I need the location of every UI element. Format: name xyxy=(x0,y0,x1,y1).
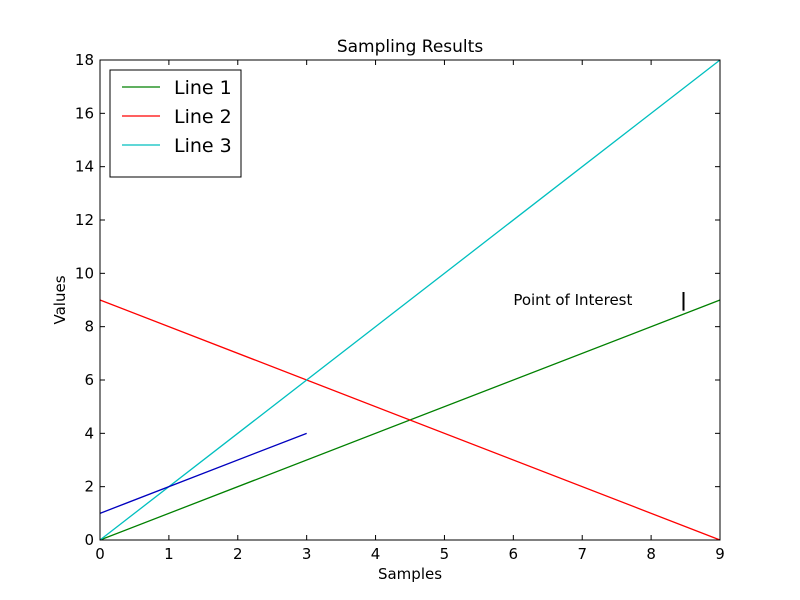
legend: Line 1 Line 2 Line 3 xyxy=(109,69,242,178)
x-tick-label: 7 xyxy=(577,545,587,563)
x-tick-label: 9 xyxy=(715,545,725,563)
x-tick-label: 6 xyxy=(509,545,519,563)
y-tick-label: 18 xyxy=(75,51,94,69)
x-tick-label: 3 xyxy=(302,545,312,563)
y-tick-label: 8 xyxy=(84,318,94,336)
y-tick-label: 14 xyxy=(75,158,94,176)
y-tick-label: 10 xyxy=(75,264,94,282)
legend-label: Line 3 xyxy=(174,135,232,157)
x-tick-label: 5 xyxy=(440,545,450,563)
x-tick-label: 8 xyxy=(646,545,656,563)
x-tick-label: 1 xyxy=(164,545,174,563)
annotation-text: Point of Interest xyxy=(513,291,632,309)
y-tick-label: 6 xyxy=(84,371,94,389)
series-line-3 xyxy=(99,59,721,541)
legend-label: Line 2 xyxy=(174,106,232,128)
x-tick-label: 2 xyxy=(233,545,243,563)
y-axis-label: Values xyxy=(51,275,69,324)
y-tick-label: 12 xyxy=(75,211,94,229)
plot-frame xyxy=(99,59,721,541)
x-tick-label: 0 xyxy=(95,545,105,563)
x-axis-label: Samples xyxy=(378,565,442,583)
chart-title: Sampling Results xyxy=(337,37,484,57)
legend-label: Line 1 xyxy=(174,77,232,99)
y-tick-label: 0 xyxy=(84,531,94,549)
x-tick-label: 4 xyxy=(371,545,381,563)
series-layer xyxy=(99,59,721,541)
legend-box xyxy=(109,69,242,178)
series-line-2 xyxy=(99,299,721,541)
y-tick-label: 4 xyxy=(84,424,94,442)
y-tick-label: 16 xyxy=(75,104,94,122)
series-line-4 xyxy=(99,432,307,514)
annotation-layer: Point of Interest xyxy=(513,291,632,309)
y-tick-label: 2 xyxy=(84,478,94,496)
